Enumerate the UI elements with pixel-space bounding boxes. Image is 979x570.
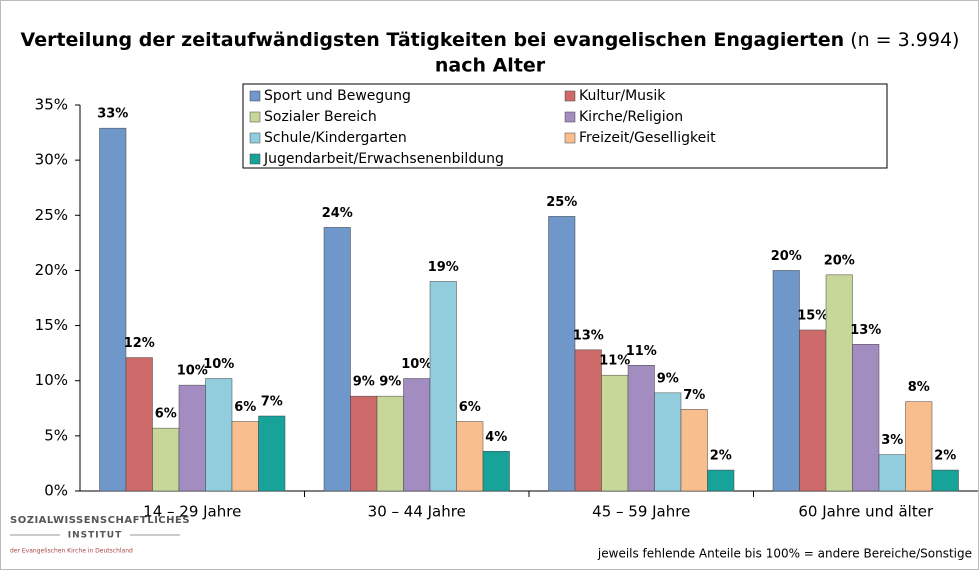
value-label: 20% xyxy=(824,253,855,268)
legend-swatch xyxy=(564,132,576,144)
title-main: Verteilung der zeitaufwändigsten Tätigke… xyxy=(21,29,845,51)
bar xyxy=(799,329,827,492)
bar xyxy=(376,395,404,492)
value-label: 8% xyxy=(908,380,930,395)
value-label: 25% xyxy=(546,195,577,210)
bar xyxy=(350,395,378,492)
x-tick-label: 30 – 44 Jahre xyxy=(368,503,466,521)
legend-label: Kirche/Religion xyxy=(579,109,683,125)
chart-title: Verteilung der zeitaufwändigsten Tätigke… xyxy=(21,29,960,51)
legend-label: Freizeit/Geselligkeit xyxy=(579,130,716,146)
bar xyxy=(852,344,880,492)
bar xyxy=(825,274,853,492)
bar xyxy=(905,401,933,492)
value-label: 13% xyxy=(573,328,604,343)
bar xyxy=(323,227,351,492)
value-label: 4% xyxy=(485,430,507,445)
bar xyxy=(429,281,457,492)
bar xyxy=(205,378,233,492)
bar xyxy=(403,378,431,492)
value-label: 9% xyxy=(657,371,679,386)
value-label: 11% xyxy=(626,344,657,359)
bar xyxy=(125,357,153,492)
bar xyxy=(680,409,708,492)
bar xyxy=(178,384,206,492)
bar xyxy=(601,374,629,492)
value-label: 10% xyxy=(401,357,432,372)
value-label: 13% xyxy=(850,323,881,338)
legend-swatch xyxy=(249,153,261,165)
bar xyxy=(152,427,180,492)
bar xyxy=(878,454,906,492)
logo-line1: SOZIALWISSENSCHAFTLICHES xyxy=(10,515,190,526)
value-label: 24% xyxy=(322,206,353,221)
value-label: 20% xyxy=(771,249,802,264)
legend-swatch xyxy=(564,111,576,123)
x-tick-label: 14 – 29 Jahre xyxy=(143,503,241,521)
value-label: 33% xyxy=(97,107,128,122)
footnote: jeweils fehlende Anteile bis 100% = ande… xyxy=(597,547,972,561)
bar xyxy=(548,216,576,492)
y-tick-label: 0% xyxy=(44,482,68,500)
value-label: 3% xyxy=(881,433,903,448)
x-tick-label: 60 Jahre und älter xyxy=(798,503,934,521)
value-label: 2% xyxy=(934,449,956,464)
value-label: 2% xyxy=(710,449,732,464)
y-tick-label: 30% xyxy=(35,151,68,169)
logo-line3: der Evangelischen Kirche in Deutschland xyxy=(10,548,133,555)
bar xyxy=(258,415,286,492)
bar xyxy=(574,349,602,492)
x-tick-label: 45 – 59 Jahre xyxy=(592,503,690,521)
bar xyxy=(707,469,735,492)
value-label: 6% xyxy=(459,400,481,415)
y-tick-label: 20% xyxy=(35,261,68,279)
value-label: 9% xyxy=(379,375,401,390)
value-label: 11% xyxy=(599,354,630,369)
bar xyxy=(627,365,655,492)
legend-swatch xyxy=(249,111,261,123)
bar xyxy=(931,469,959,492)
value-label: 10% xyxy=(203,357,234,372)
legend-label: Sozialer Bereich xyxy=(264,109,377,125)
legend-label: Schule/Kindergarten xyxy=(264,130,407,146)
value-label: 12% xyxy=(124,336,155,351)
value-label: 7% xyxy=(683,388,705,403)
bar xyxy=(482,451,510,492)
title-note: (n = 3.994) xyxy=(850,29,959,51)
legend-swatch xyxy=(249,132,261,144)
legend-label: Kultur/Musik xyxy=(579,88,666,104)
legend-swatch xyxy=(564,90,576,102)
y-tick-label: 35% xyxy=(35,96,68,114)
bar xyxy=(231,421,259,492)
legend-swatch xyxy=(249,90,261,102)
value-label: 19% xyxy=(428,260,459,275)
y-tick-label: 5% xyxy=(44,426,68,444)
value-label: 9% xyxy=(353,375,375,390)
bar xyxy=(99,127,127,492)
value-label: 10% xyxy=(177,364,208,379)
bar xyxy=(654,392,682,492)
y-tick-label: 15% xyxy=(35,316,68,334)
y-tick-label: 10% xyxy=(35,371,68,389)
value-label: 6% xyxy=(155,407,177,422)
value-label: 6% xyxy=(234,400,256,415)
legend-label: Jugendarbeit/Erwachsenenbildung xyxy=(263,151,504,167)
bar xyxy=(456,421,484,492)
value-label: 7% xyxy=(261,395,283,410)
legend-label: Sport und Bewegung xyxy=(264,88,411,104)
value-label: 15% xyxy=(797,308,828,323)
bar xyxy=(772,270,800,492)
y-tick-label: 25% xyxy=(35,206,68,224)
logo-line2: INSTITUT xyxy=(68,531,122,541)
chart-subtitle: nach Alter xyxy=(435,55,546,77)
